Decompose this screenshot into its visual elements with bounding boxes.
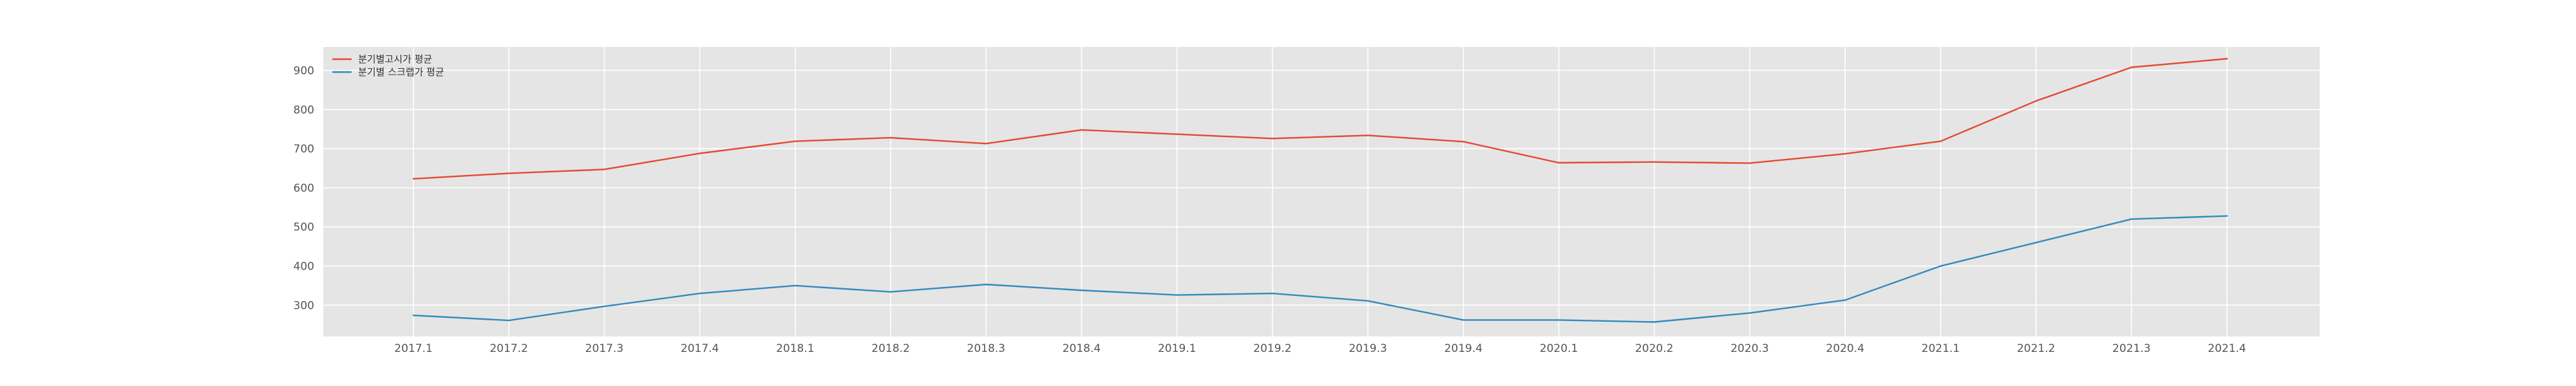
- data-point: [1748, 162, 1751, 164]
- x-tick-label: 2021.2: [2017, 342, 2055, 355]
- x-tick-label: 2020.4: [1826, 342, 1864, 355]
- x-tick-label: 2017.1: [394, 342, 432, 355]
- data-point: [1463, 140, 1464, 143]
- data-point: [1176, 133, 1178, 135]
- y-axis-ticks: 300 400 500 600 700 800 900: [294, 64, 314, 312]
- data-point: [699, 152, 701, 154]
- x-tick-label: 2019.4: [1444, 342, 1482, 355]
- x-tick-label: 2019.2: [1253, 342, 1291, 355]
- data-point: [508, 172, 510, 174]
- data-point: [1463, 319, 1464, 321]
- data-point: [985, 283, 987, 286]
- data-point: [985, 143, 987, 145]
- x-tick-label: 2020.2: [1635, 342, 1673, 355]
- series-lines: [412, 58, 2228, 323]
- data-point: [412, 178, 415, 180]
- data-point: [1081, 290, 1083, 291]
- x-tick-label: 2017.4: [681, 342, 719, 355]
- data-point: [1367, 134, 1369, 136]
- x-tick-label: 2017.3: [585, 342, 623, 355]
- data-point: [1367, 300, 1369, 302]
- data-point: [889, 136, 892, 139]
- x-tick-label: 2018.2: [871, 342, 909, 355]
- data-point: [1271, 138, 1274, 140]
- y-tick-label: 400: [294, 261, 314, 273]
- data-point: [1271, 292, 1274, 295]
- data-point: [2130, 218, 2132, 220]
- data-point: [2035, 241, 2037, 244]
- data-point: [699, 292, 701, 295]
- data-point: [794, 284, 797, 287]
- data-point: [2035, 100, 2037, 102]
- y-tick-label: 500: [294, 221, 314, 234]
- series-line-1: [413, 58, 2228, 180]
- data-point: [508, 319, 510, 322]
- x-tick-label: 2020.1: [1540, 342, 1578, 355]
- legend-label: 분기별고시가 평균: [358, 53, 432, 65]
- x-tick-label: 2021.4: [2208, 342, 2246, 355]
- x-tick-label: 2021.3: [2112, 342, 2150, 355]
- data-point: [1844, 299, 1846, 301]
- data-point: [794, 140, 797, 142]
- data-point: [2130, 66, 2132, 68]
- data-point: [1653, 161, 1655, 163]
- legend-label: 분기별 스크랩가 평균: [358, 66, 444, 78]
- x-tick-label: 2018.4: [1063, 342, 1101, 355]
- y-tick-label: 600: [294, 182, 314, 195]
- data-point: [1748, 312, 1751, 314]
- y-tick-label: 300: [294, 299, 314, 312]
- x-tick-label: 2017.2: [489, 342, 527, 355]
- grid-lines: [323, 47, 2320, 336]
- data-point: [2226, 58, 2228, 60]
- data-point: [1081, 129, 1083, 131]
- x-tick-label: 2021.1: [1922, 342, 1960, 355]
- data-point: [889, 291, 892, 293]
- y-tick-label: 800: [294, 104, 314, 116]
- data-point: [1653, 321, 1655, 323]
- data-point: [1940, 140, 1942, 142]
- data-point: [1558, 161, 1560, 164]
- y-tick-label: 900: [294, 64, 314, 77]
- data-point: [2226, 215, 2228, 217]
- x-tick-label: 2018.1: [776, 342, 814, 355]
- data-point: [603, 169, 605, 170]
- x-tick-label: 2020.3: [1730, 342, 1768, 355]
- data-point: [412, 314, 415, 317]
- series-line-2: [413, 215, 2228, 323]
- plot-area: [323, 47, 2320, 336]
- x-tick-label: 2019.1: [1158, 342, 1196, 355]
- data-point: [1844, 152, 1846, 155]
- data-point: [603, 305, 605, 308]
- x-axis-ticks: 2017.1 2017.2 2017.3 2017.4 2018.1 2018.2 2018…: [394, 342, 2246, 355]
- x-tick-label: 2019.3: [1349, 342, 1387, 355]
- y-tick-label: 700: [294, 143, 314, 156]
- data-point: [1176, 294, 1178, 296]
- data-point: [1940, 265, 1942, 267]
- x-tick-label: 2018.3: [967, 342, 1005, 355]
- data-point: [1558, 319, 1560, 321]
